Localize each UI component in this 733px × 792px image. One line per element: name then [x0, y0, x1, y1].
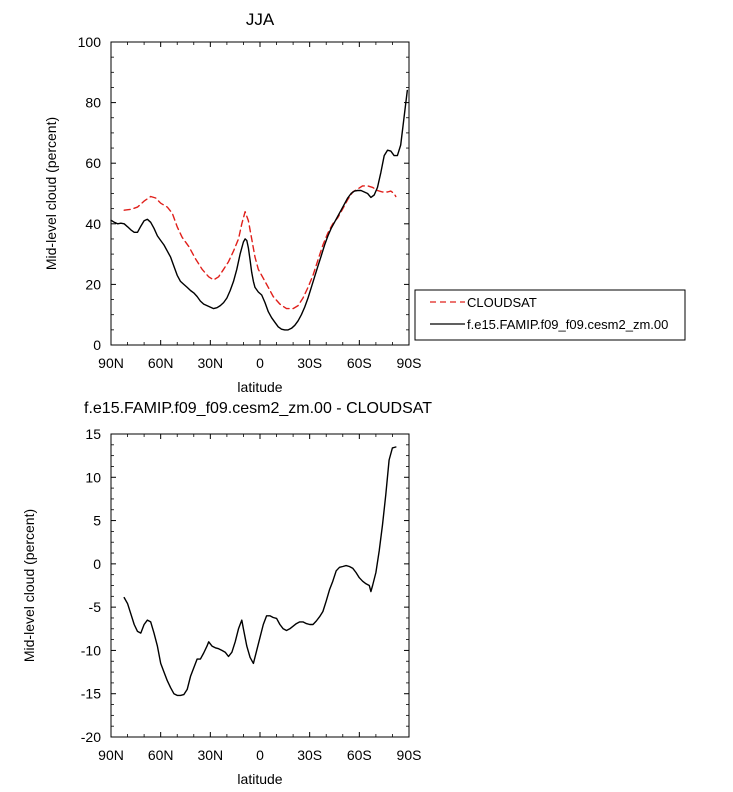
panel-bottom: f.e15.FAMIP.f09_f09.cesm2_zm.00 - CLOUDS… [21, 400, 432, 787]
x-tick-label-bottom-0: 90N [98, 747, 124, 763]
x-tick-label-top-5: 60S [347, 355, 372, 371]
panel-top-y-ticks: 0 20 40 60 80 100 [78, 34, 409, 353]
panel-bottom-x-ticks: 90N 60N 30N 0 30S 60S 90S [98, 434, 421, 763]
x-tick-label-bottom-2: 30N [197, 747, 223, 763]
legend-box [414, 289, 686, 341]
legend-label-model: f.e15.FAMIP.f09_f09.cesm2_zm.00 [467, 317, 668, 332]
y-tick-label-bottom-1: -15 [81, 686, 101, 702]
panel-top-x-axis-label: latitude [237, 379, 282, 395]
y-tick-label-bottom-6: 10 [85, 469, 101, 485]
series-line-top-0 [123, 185, 397, 310]
panel-bottom-plot-frame [110, 433, 410, 738]
panel-bottom-lines [123, 446, 397, 697]
panel-bottom-y-ticks: -20 -15 -10 -5 0 5 10 15 [81, 426, 409, 745]
x-tick-label-bottom-3: 0 [256, 747, 264, 763]
legend-label-cloudsat: CLOUDSAT [467, 295, 537, 310]
panel-top-y-axis-label: Mid-level cloud (percent) [43, 117, 59, 270]
panel-bottom-title: f.e15.FAMIP.f09_f09.cesm2_zm.00 - CLOUDS… [84, 400, 432, 417]
panel-top: JJA 0 20 40 60 80 100 90N 60N 30N 0 30S 60S 90S lat… [43, 10, 421, 395]
y-tick-label-top-4: 80 [85, 95, 101, 111]
x-tick-label-top-3: 0 [256, 355, 264, 371]
series-line-top-1 [110, 89, 408, 331]
x-tick-label-top-6: 90S [397, 355, 422, 371]
x-tick-label-bottom-5: 60S [347, 747, 372, 763]
panel-top-x-ticks: 90N 60N 30N 0 30S 60S 90S [98, 42, 421, 371]
x-tick-label-bottom-4: 30S [297, 747, 322, 763]
y-tick-label-top-1: 20 [85, 276, 101, 292]
panel-bottom-x-axis-label: latitude [237, 771, 282, 787]
legend: CLOUDSAT f.e15.FAMIP.f09_f09.cesm2_zm.00 [414, 289, 686, 341]
y-tick-label-top-3: 60 [85, 155, 101, 171]
x-tick-label-top-4: 30S [297, 355, 322, 371]
x-tick-label-top-2: 30N [197, 355, 223, 371]
y-tick-label-bottom-3: -5 [89, 599, 102, 615]
y-tick-label-bottom-0: -20 [81, 729, 101, 745]
panel-top-title: JJA [246, 10, 275, 29]
y-tick-label-top-2: 40 [85, 216, 101, 232]
x-tick-label-top-0: 90N [98, 355, 124, 371]
panel-top-plot-frame [110, 41, 410, 346]
y-tick-label-bottom-7: 15 [85, 426, 101, 442]
series-line-bottom-0 [123, 446, 397, 697]
y-tick-label-top-0: 0 [93, 337, 101, 353]
y-tick-label-bottom-5: 5 [93, 513, 101, 529]
x-tick-label-bottom-6: 90S [397, 747, 422, 763]
y-tick-label-top-5: 100 [78, 34, 102, 50]
x-tick-label-top-1: 60N [148, 355, 174, 371]
y-tick-label-bottom-4: 0 [93, 556, 101, 572]
x-tick-label-bottom-1: 60N [148, 747, 174, 763]
panel-top-lines [110, 89, 408, 331]
panel-bottom-y-axis-label: Mid-level cloud (percent) [21, 509, 37, 662]
y-tick-label-bottom-2: -10 [81, 642, 101, 658]
